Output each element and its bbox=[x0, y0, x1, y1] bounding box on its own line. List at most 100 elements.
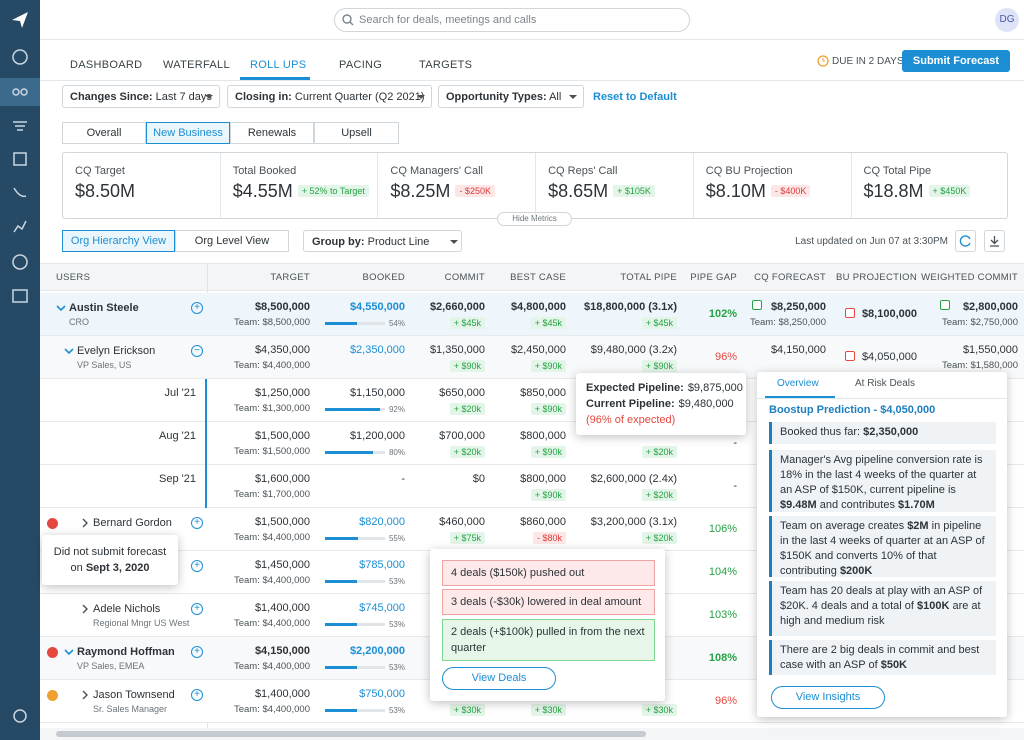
cell-booked: $1,200,000 bbox=[349, 430, 405, 442]
progress-fill bbox=[325, 666, 357, 669]
expand-chevron[interactable] bbox=[80, 518, 90, 528]
submit-button[interactable]: Submit Forecast bbox=[902, 50, 1010, 72]
due-label: DUE IN 2 DAYS bbox=[832, 56, 904, 67]
progress-fill bbox=[325, 623, 357, 626]
download-button[interactable] bbox=[984, 230, 1005, 252]
group-by-select[interactable]: Group by: Product Line bbox=[303, 230, 462, 252]
nav-tab[interactable]: DASHBOARD bbox=[70, 59, 143, 71]
cell-pipe: $3,200,000 (3.1x) bbox=[590, 516, 677, 528]
status-icon bbox=[752, 300, 762, 310]
expand-button[interactable]: + bbox=[191, 689, 203, 701]
refresh-button[interactable] bbox=[955, 230, 976, 252]
nav-tab[interactable]: ROLL UPS bbox=[250, 59, 307, 71]
active-tab-underline bbox=[765, 396, 835, 398]
expand-button[interactable]: + bbox=[191, 302, 203, 314]
filter-label: Opportunity Types: bbox=[446, 91, 547, 103]
cell-gap: 96% bbox=[714, 351, 737, 363]
expand-button[interactable]: − bbox=[191, 345, 203, 357]
delta-pill: + $90k bbox=[530, 403, 566, 415]
table-header bbox=[40, 263, 1024, 291]
cell-pipe_d: + $20k bbox=[641, 446, 677, 458]
expand-chevron[interactable] bbox=[64, 346, 74, 356]
cell-wc: $1,550,000 bbox=[962, 344, 1018, 356]
segment-tab[interactable]: Renewals bbox=[230, 122, 314, 144]
tooltip-line: Current Pipeline: $9,480,000 bbox=[586, 396, 736, 412]
expand-button[interactable]: + bbox=[191, 646, 203, 658]
nav-tab[interactable]: WATERFALL bbox=[163, 59, 230, 71]
cell-team: Team: $8,500,000 bbox=[234, 317, 310, 328]
view-insights-button[interactable]: View Insights bbox=[771, 686, 885, 709]
cell-team: Team: $4,400,000 bbox=[234, 575, 310, 586]
view-toggle[interactable]: Org Hierarchy View bbox=[62, 230, 175, 252]
progress-pct: 53% bbox=[388, 663, 405, 672]
segment-tab[interactable]: New Business bbox=[146, 122, 230, 144]
scroll-thumb[interactable] bbox=[56, 731, 646, 737]
tooltip-line: on Sept 3, 2020 bbox=[42, 560, 178, 576]
nav-tab[interactable]: PACING bbox=[339, 59, 383, 71]
team-value: Team: $4,400,000 bbox=[233, 704, 310, 715]
filter-label: Closing in: bbox=[235, 91, 292, 103]
reset-link[interactable]: Reset to Default bbox=[593, 91, 677, 103]
team-value: Team: $1,300,000 bbox=[233, 403, 310, 414]
expand-chevron[interactable] bbox=[80, 690, 90, 700]
expand-button[interactable]: + bbox=[191, 560, 203, 572]
view-toggle[interactable]: Org Level View bbox=[175, 230, 289, 252]
cell-best_d: + $30k bbox=[530, 704, 566, 716]
cell-booked: $1,150,000 bbox=[349, 387, 405, 399]
delta-pill: + $20k bbox=[449, 403, 485, 415]
segment-tab[interactable]: Overall bbox=[62, 122, 146, 144]
bold-text: $50K bbox=[880, 659, 907, 671]
bold-text: $2M bbox=[907, 520, 929, 532]
team-value: Team: $2,750,000 bbox=[941, 317, 1018, 328]
metric-label: CQ BU Projection bbox=[705, 165, 793, 177]
filter-select[interactable]: Opportunity Types: All bbox=[438, 85, 584, 108]
deal-change[interactable]: 2 deals (+$100k) pulled in from the next… bbox=[442, 619, 655, 661]
avatar[interactable]: DG bbox=[995, 8, 1019, 32]
text: are at high and medium risk bbox=[780, 600, 981, 627]
user-name: Bernard Gordon bbox=[93, 517, 172, 529]
cell-best_d: + $90k bbox=[530, 360, 566, 372]
delta-pill: + $90k bbox=[530, 489, 566, 501]
cell-pipe: $9,480,000 (3.2x) bbox=[590, 344, 677, 356]
progress-fill bbox=[325, 451, 373, 454]
view-deals-button[interactable]: View Deals bbox=[442, 667, 556, 690]
cell-gap: 106% bbox=[708, 523, 737, 535]
deal-change[interactable]: 3 deals (-$30k) lowered in deal amount bbox=[442, 589, 655, 615]
expand-chevron[interactable] bbox=[64, 647, 74, 657]
expand-chevron[interactable] bbox=[56, 303, 66, 313]
cell-booked: $2,200,000 bbox=[349, 645, 405, 657]
insight-item: Manager's Avg pipeline conversion rate i… bbox=[769, 450, 996, 512]
delta-pill: + $30k bbox=[641, 704, 677, 716]
hide-metrics[interactable]: Hide Metrics bbox=[497, 212, 572, 226]
period-name: Jul '21 bbox=[164, 387, 196, 399]
insights-title: Boostup Prediction - $4,050,000 bbox=[769, 404, 936, 416]
expand-chevron[interactable] bbox=[80, 604, 90, 614]
tooltip-line: Expected Pipeline: $9,875,000 bbox=[586, 380, 743, 396]
group-by-value: Product Line bbox=[367, 236, 430, 248]
filter-select[interactable]: Closing in: Current Quarter (Q2 2021) bbox=[227, 85, 432, 108]
user-role: CRO bbox=[69, 317, 89, 327]
cell-team: Team: $4,400,000 bbox=[234, 618, 310, 629]
cell-pipe_d: + $90k bbox=[641, 360, 677, 372]
user-role: Sr. Sales Manager bbox=[93, 704, 168, 714]
cell-booked: $2,350,000 bbox=[349, 344, 405, 356]
tooltip-label: Expected Pipeline: bbox=[586, 382, 684, 394]
cell-team: Team: $1,300,000 bbox=[234, 403, 310, 414]
insights-tab[interactable]: Overview bbox=[777, 378, 819, 389]
delta-pill: + $45k bbox=[641, 317, 677, 329]
cell-target: $1,600,000 bbox=[254, 473, 310, 485]
expand-button[interactable]: + bbox=[191, 603, 203, 615]
group-by-label: Group by: bbox=[312, 236, 365, 248]
deal-change[interactable]: 4 deals ($150k) pushed out bbox=[442, 560, 655, 586]
period-name: Sep '21 bbox=[159, 473, 196, 485]
search-box[interactable]: Search for deals, meetings and calls bbox=[334, 8, 690, 32]
segment-tab[interactable]: Upsell bbox=[314, 122, 399, 144]
nav-tab[interactable]: TARGETS bbox=[419, 59, 473, 71]
insights-tab[interactable]: At Risk Deals bbox=[855, 378, 916, 389]
expand-button[interactable]: + bbox=[191, 517, 203, 529]
filter-value: All bbox=[549, 91, 562, 103]
filter-select[interactable]: Changes Since: Last 7 days bbox=[62, 85, 220, 108]
cell-commit_d: + $20k bbox=[449, 403, 485, 415]
user-role: VP Sales, US bbox=[77, 360, 132, 370]
metric-divider bbox=[692, 153, 694, 218]
